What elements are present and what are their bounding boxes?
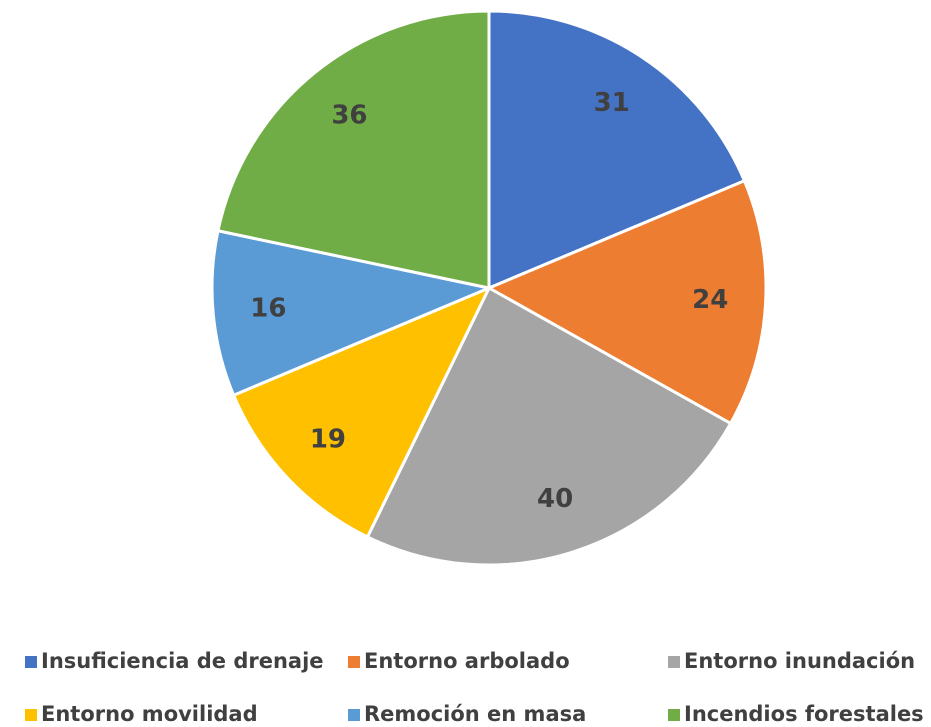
pie-slice [485, 178, 768, 426]
data-label: 19 [310, 425, 346, 455]
legend-marker [25, 656, 37, 668]
pie-slice [487, 9, 747, 291]
pie-slice [365, 285, 733, 567]
data-label: 24 [692, 285, 728, 315]
legend-label: Entorno arbolado [364, 649, 570, 673]
legend-label: Entorno inundación [684, 649, 915, 673]
legend-label: Entorno movilidad [41, 702, 258, 726]
legend-marker [348, 709, 360, 721]
legend-marker [25, 709, 37, 721]
data-label: 16 [250, 293, 286, 323]
pie-slice [210, 228, 495, 398]
pie-slice [231, 285, 493, 539]
legend-marker [668, 709, 680, 721]
legend-label: Remoción en masa [364, 702, 586, 726]
legend-marker [668, 656, 680, 668]
data-label: 36 [331, 100, 367, 130]
legend-label: Insuficiencia de drenaje [41, 649, 324, 673]
data-label: 40 [537, 484, 573, 514]
legend-marker [348, 656, 360, 668]
legend-label: Incendios forestales [684, 702, 924, 726]
data-label: 31 [594, 88, 630, 118]
pie-slice [216, 9, 491, 290]
